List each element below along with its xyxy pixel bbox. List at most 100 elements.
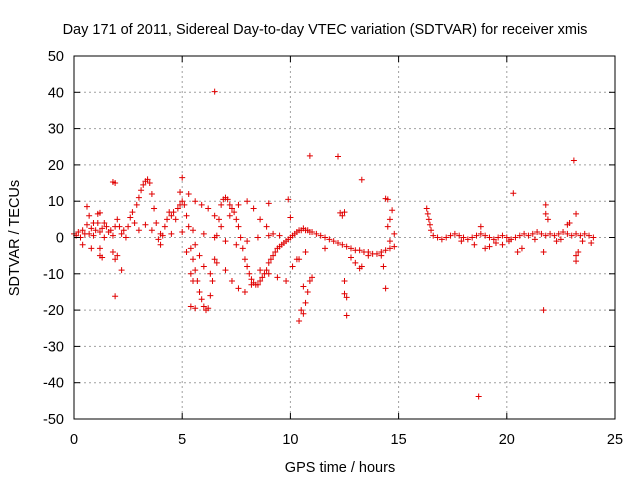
data-point [198, 201, 205, 208]
data-point [99, 225, 106, 232]
data-point [248, 276, 255, 283]
data-point [322, 245, 329, 252]
data-point [557, 236, 564, 243]
data-point [521, 230, 528, 237]
data-point [196, 252, 203, 259]
data-point [148, 190, 155, 197]
data-point [458, 238, 465, 245]
data-point [179, 229, 186, 236]
data-point [265, 270, 272, 277]
data-point [183, 212, 190, 219]
data-point [566, 219, 573, 226]
data-point [302, 249, 309, 256]
data-point [274, 274, 281, 281]
data-point [185, 190, 192, 197]
data-point [92, 227, 99, 234]
data-point [343, 312, 350, 319]
data-point [157, 241, 164, 248]
data-point [257, 216, 264, 223]
data-point [170, 209, 177, 216]
data-point [161, 223, 168, 230]
data-point [577, 232, 584, 239]
data-point [317, 232, 324, 239]
data-point [391, 243, 398, 250]
data-point [443, 234, 450, 241]
data-point [542, 232, 549, 239]
data-point [187, 270, 194, 277]
data-point [88, 225, 95, 232]
data-point [185, 223, 192, 230]
data-point [244, 198, 251, 205]
data-point [181, 201, 188, 208]
data-point [518, 245, 525, 252]
data-point [226, 212, 233, 219]
data-point [499, 241, 506, 248]
data-point [198, 296, 205, 303]
data-point [529, 230, 536, 237]
data-point [177, 189, 184, 196]
data-point [382, 247, 389, 254]
data-point [138, 187, 145, 194]
data-point [560, 229, 567, 236]
data-point [335, 153, 342, 160]
data-point [289, 263, 296, 270]
data-point [114, 252, 121, 259]
data-point [168, 212, 175, 219]
data-point [101, 219, 108, 226]
data-point [531, 236, 538, 243]
data-point [477, 223, 484, 230]
data-point [573, 252, 580, 259]
data-point [298, 307, 305, 314]
data-point [380, 263, 387, 270]
data-point [233, 216, 240, 223]
data-point [347, 245, 354, 252]
data-point [510, 190, 517, 197]
data-point [259, 274, 266, 281]
y-tick-label: -50 [43, 412, 64, 428]
y-tick-label: 0 [56, 231, 64, 247]
data-point [157, 230, 164, 237]
data-point [183, 249, 190, 256]
data-point [196, 288, 203, 295]
data-point [122, 234, 129, 241]
data-point [257, 267, 264, 274]
data-point [579, 238, 586, 245]
data-point [564, 230, 571, 237]
data-point [179, 198, 186, 205]
data-point [267, 256, 274, 263]
data-point [75, 229, 82, 236]
data-point [112, 293, 119, 300]
data-point [447, 232, 454, 239]
data-point [343, 294, 350, 301]
data-point [573, 210, 580, 217]
data-point [302, 299, 309, 306]
data-point [588, 239, 595, 246]
y-axis-label: SDTVAR / TECUs [7, 180, 23, 296]
data-point [270, 252, 277, 259]
data-point [192, 267, 199, 274]
data-point [322, 234, 329, 241]
data-point [306, 152, 313, 159]
data-point [190, 227, 197, 234]
data-point [265, 259, 272, 266]
data-point [590, 234, 597, 241]
data-point [231, 209, 238, 216]
data-point [464, 236, 471, 243]
data-point [90, 219, 97, 226]
data-point [575, 249, 582, 256]
data-point [516, 232, 523, 239]
data-point [386, 216, 393, 223]
data-point [309, 274, 316, 281]
data-point [512, 234, 519, 241]
data-point [218, 223, 225, 230]
data-point [209, 278, 216, 285]
data-point [200, 303, 207, 310]
data-point [120, 227, 127, 234]
data-point [339, 212, 346, 219]
data-point [118, 230, 125, 237]
data-point [382, 285, 389, 292]
x-tick-label: 20 [499, 432, 515, 448]
data-point [473, 232, 480, 239]
data-point [514, 249, 521, 256]
x-tick-label: 15 [391, 432, 407, 448]
